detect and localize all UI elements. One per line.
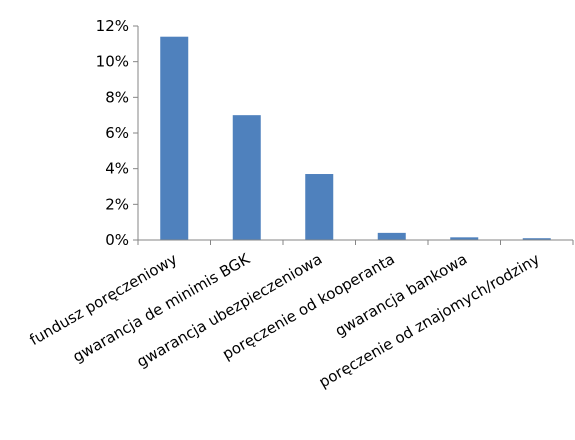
bar bbox=[522, 238, 551, 240]
bar bbox=[450, 237, 479, 240]
y-tick-label: 10% bbox=[96, 53, 129, 71]
y-tick-label: 8% bbox=[105, 88, 129, 106]
bar bbox=[232, 115, 261, 240]
y-tick-label: 12% bbox=[96, 17, 129, 35]
bar bbox=[160, 36, 189, 241]
y-tick-label: 2% bbox=[105, 195, 129, 213]
y-tick-label: 4% bbox=[105, 160, 129, 178]
bar bbox=[377, 232, 406, 240]
bar-series bbox=[160, 36, 551, 241]
y-tick-label: 6% bbox=[105, 124, 129, 142]
y-axis: 0% 2% 4% 6% 8% 10% 12% bbox=[96, 17, 139, 249]
y-tick-label: 0% bbox=[105, 231, 129, 249]
bar bbox=[305, 174, 334, 240]
